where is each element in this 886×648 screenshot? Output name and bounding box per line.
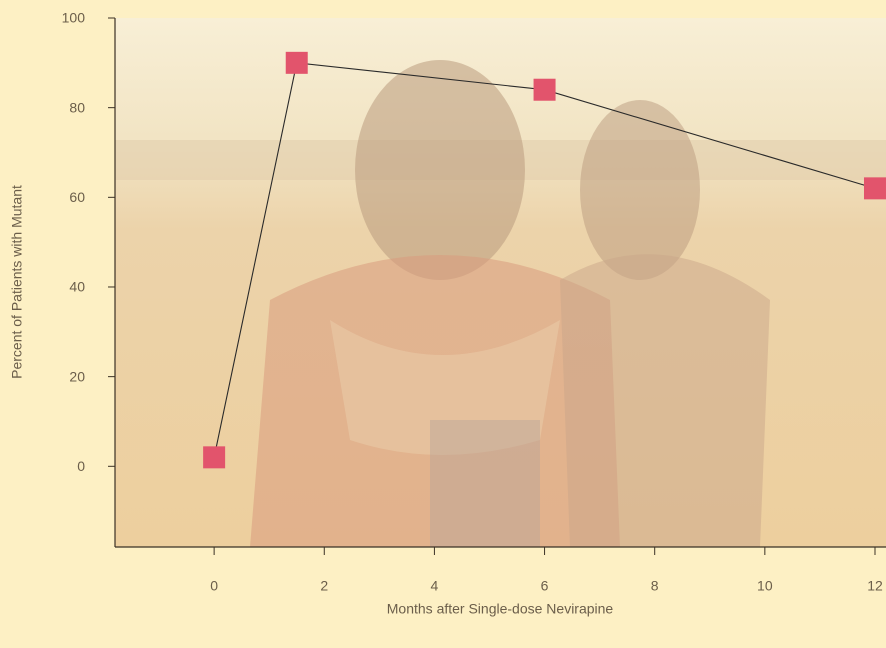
x-tick-label: 0	[210, 578, 218, 594]
x-tick-label: 2	[320, 578, 328, 594]
chart: Percent of Patients with Mutant Months a…	[0, 0, 886, 648]
x-tick-label: 4	[431, 578, 439, 594]
x-tick-label: 8	[651, 578, 659, 594]
x-tick-label: 6	[541, 578, 549, 594]
y-tick-label: 80	[69, 99, 85, 115]
background-photo	[115, 18, 886, 547]
data-point	[864, 177, 886, 199]
data-point	[534, 79, 556, 101]
y-axis-label: Percent of Patients with Mutant	[9, 185, 25, 379]
y-tick-label: 0	[77, 458, 85, 474]
y-tick-label: 60	[69, 189, 85, 205]
y-tick-label: 20	[69, 368, 85, 384]
x-tick-label: 12	[867, 578, 883, 594]
data-point	[203, 446, 225, 468]
x-axis-label: Months after Single-dose Nevirapine	[387, 601, 614, 617]
x-tick-label: 10	[757, 578, 773, 594]
y-tick-label: 40	[69, 279, 85, 295]
y-tick-label: 100	[62, 10, 86, 26]
data-point	[286, 52, 308, 74]
